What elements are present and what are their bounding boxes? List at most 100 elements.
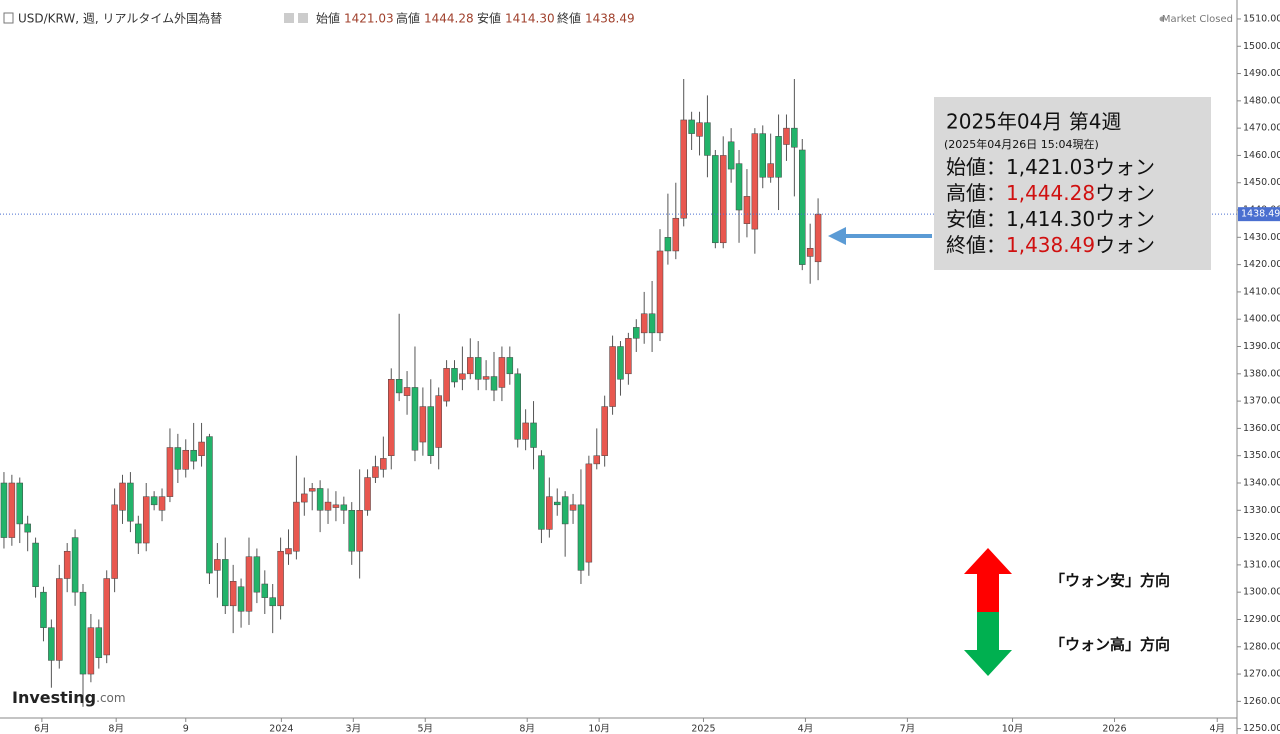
candle-body (372, 466, 379, 478)
candle-body (48, 627, 55, 661)
annotation: 「ウォン安」方向 (1050, 572, 1170, 590)
candle-body (206, 436, 213, 574)
candle-body (293, 501, 300, 552)
candle-body (767, 163, 774, 178)
candle-body (214, 559, 221, 571)
x-tick-label: 10月 (1002, 724, 1024, 734)
up-arrow (964, 548, 1012, 612)
candle-body (743, 196, 751, 224)
info-box: 2025年04月 第4週 (2025年04月26日 15:04現在) 始値：1,… (934, 97, 1211, 270)
candle-body (467, 357, 474, 375)
candle-body (340, 504, 348, 511)
x-tick-label: 8月 (108, 724, 124, 734)
row-label: 終値： (946, 233, 1006, 257)
last-price-badge (1238, 207, 1280, 222)
candle-body (656, 250, 664, 334)
y-tick-label: 1490.00 (1243, 68, 1280, 79)
ohlc-label: 終値 (557, 11, 581, 26)
y-tick-label: 1450.00 (1243, 177, 1280, 188)
logo-suffix: .com (96, 691, 125, 705)
candle-body (411, 387, 419, 451)
candle-body (229, 581, 237, 607)
y-tick-label: 1360.00 (1243, 423, 1280, 434)
candle-body (285, 548, 292, 555)
row-unit: ウォン (1095, 181, 1155, 205)
ohlc-value: 1421.03 (344, 12, 394, 26)
candle-body (71, 537, 79, 593)
candle-body (63, 550, 71, 579)
candle-body (388, 379, 395, 456)
candle-body (135, 523, 142, 544)
row-unit: ウォン (1095, 207, 1155, 231)
candle-body (569, 504, 577, 511)
candle-body (237, 586, 245, 612)
candle-body (648, 313, 656, 334)
candle-body (609, 346, 616, 407)
y-tick-label: 1320.00 (1243, 532, 1280, 543)
candle-body (253, 556, 261, 593)
candle-body (40, 591, 47, 628)
candle-body (8, 482, 16, 538)
candle-body (103, 578, 110, 656)
ohlc-label: 高値 (396, 11, 420, 26)
x-tick-label: 9 (183, 724, 189, 734)
y-tick-label: 1420.00 (1243, 259, 1280, 270)
candle-body (190, 449, 197, 462)
candle-body (522, 422, 529, 440)
candle-body (482, 376, 490, 380)
row-value: 1,414.30 (1006, 207, 1095, 231)
candle-body (727, 141, 735, 170)
candle-body (459, 373, 466, 380)
candle-body (111, 504, 118, 579)
candle-body (806, 247, 814, 257)
candle-body (174, 447, 182, 470)
y-tick-label: 1480.00 (1243, 95, 1280, 106)
candle-body (364, 477, 371, 511)
ohlc-label: 始値 (316, 11, 340, 26)
candle-body (316, 488, 324, 511)
y-tick-label: 1500.00 (1243, 41, 1280, 52)
candle-body (712, 155, 719, 244)
y-tick-label: 1410.00 (1243, 286, 1280, 297)
candle-body (324, 501, 332, 511)
candle-body (32, 542, 39, 587)
icon (298, 13, 308, 23)
y-tick-label: 1250.00 (1243, 723, 1280, 734)
candle-body (814, 213, 822, 263)
candle-body (24, 523, 31, 533)
candle-body (799, 149, 806, 265)
y-tick-label: 1370.00 (1243, 396, 1280, 407)
candle-body (585, 463, 593, 563)
candle-body (222, 559, 229, 607)
header: USD/KRW, 週, リアルタイム外国為替 始値 1421.03 高値 144… (3, 11, 1233, 26)
candle-body (182, 449, 189, 470)
candle-body (56, 578, 63, 661)
candle-body (261, 583, 269, 598)
candle-body (277, 550, 284, 607)
candle-body (127, 482, 134, 522)
info-title: 2025年04月 第4週 (946, 110, 1121, 134)
symbol: USD/KRW, 週, リアルタイム外国為替 (18, 12, 222, 26)
candle-body (696, 122, 703, 137)
candle-body (79, 591, 87, 675)
logo: Investing.com (12, 688, 126, 707)
row-unit: ウォン (1095, 233, 1155, 257)
candle-body (150, 496, 158, 506)
info-row: 始値：1,421.03ウォン (946, 155, 1155, 179)
row-value: 1,421.03 (1006, 155, 1095, 179)
candle-body (301, 493, 308, 503)
x-tick-label: 5月 (417, 724, 433, 734)
candle-body (427, 406, 435, 456)
candle-body (419, 406, 427, 443)
info-row: 高値：1,444.28ウォン (946, 181, 1155, 205)
plot (0, 79, 1237, 707)
candle-body (783, 127, 790, 145)
info-subtitle: (2025年04月26日 15:04現在) (944, 137, 1099, 151)
x-tick-label: 3月 (346, 724, 362, 734)
logo-name: Investing (12, 688, 96, 707)
info-row: 安値：1,414.30ウォン (946, 207, 1155, 231)
candle-body (546, 496, 553, 530)
x-tick-label: 4月 (1209, 724, 1225, 734)
candle-body (348, 510, 355, 552)
candle-body (759, 133, 767, 178)
